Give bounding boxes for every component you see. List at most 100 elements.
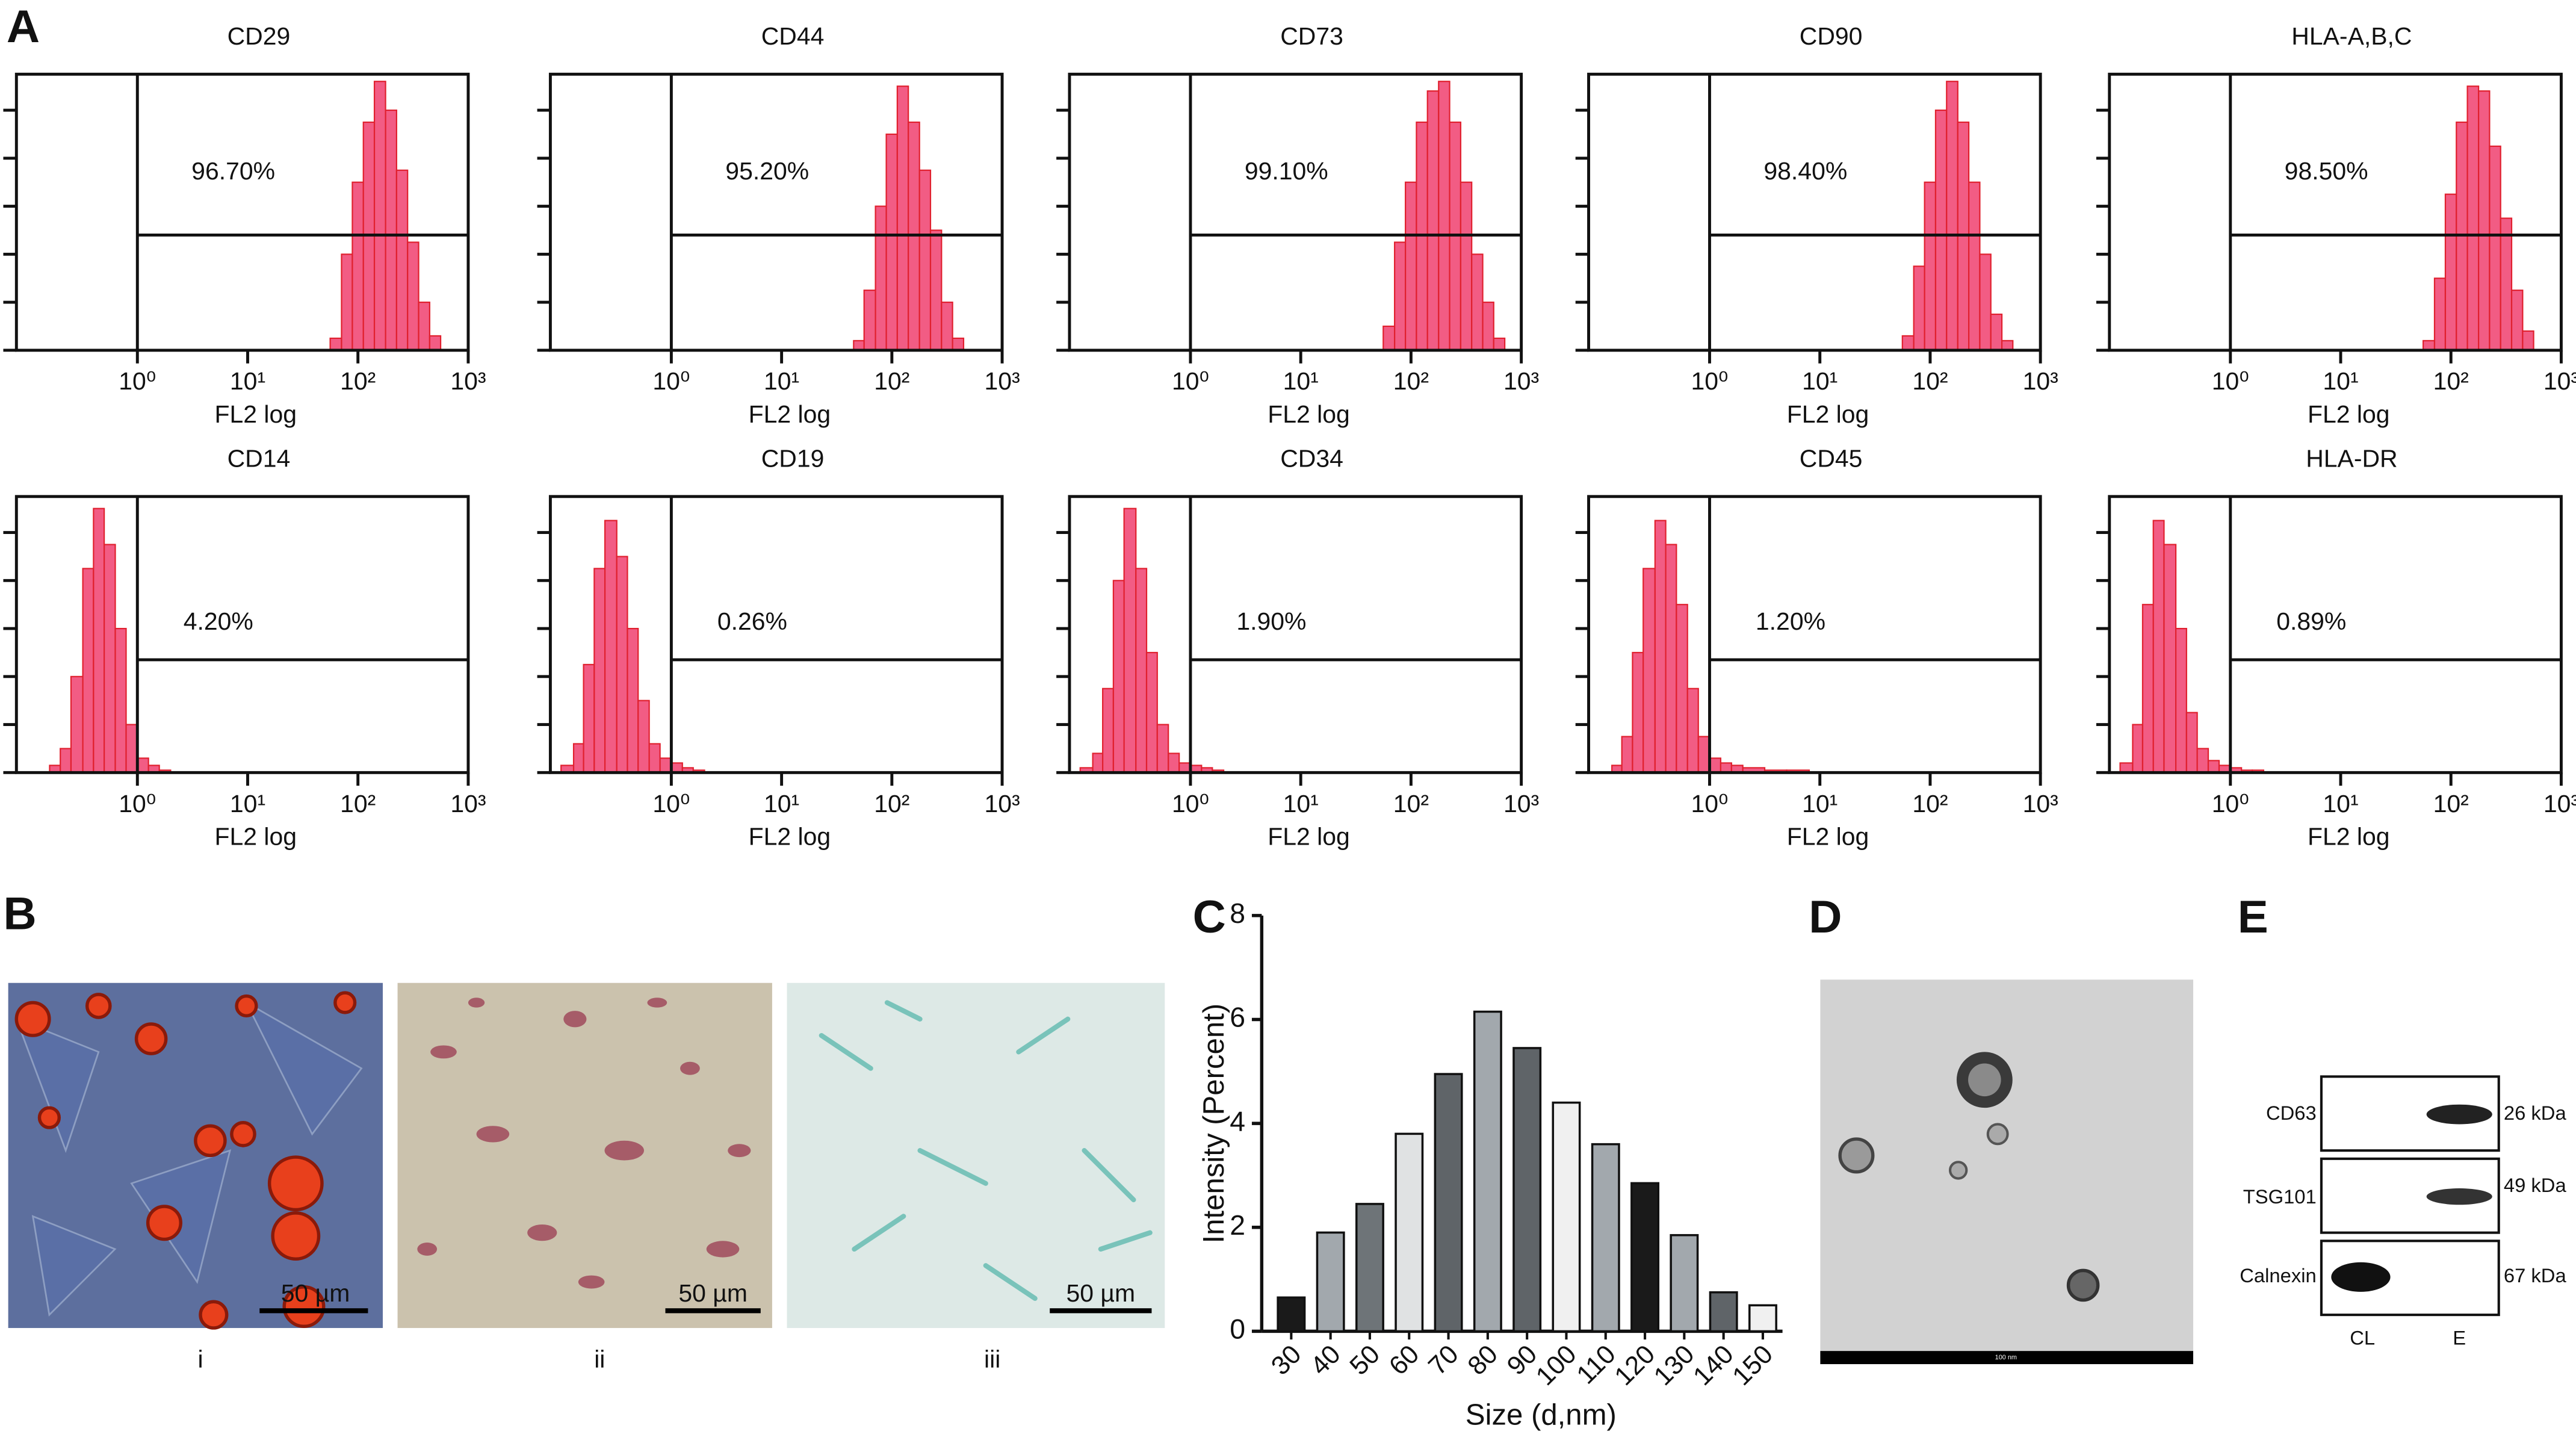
histogram-bar — [604, 520, 618, 774]
histogram-bar — [2500, 217, 2513, 351]
histogram-bar — [929, 229, 943, 351]
histogram-bar — [1901, 335, 1915, 351]
x-tick-label: 10³ — [984, 367, 1020, 395]
lane-label: E — [2453, 1327, 2466, 1349]
scale-bar-label: 50 µm — [1067, 1279, 1136, 1307]
x-tick-label: 10¹ — [764, 367, 799, 395]
x-tick-label: 10¹ — [764, 790, 799, 818]
x-tick-label: 10⁰ — [119, 790, 156, 818]
histogram-bar — [2163, 544, 2177, 774]
panel-label: A — [7, 1, 40, 52]
gate-percent: 95.20% — [725, 157, 809, 185]
histogram-bar — [329, 337, 342, 351]
gate-percent: 99.10% — [1245, 157, 1328, 185]
histogram-bar — [1482, 301, 1494, 351]
histogram-bar — [1092, 753, 1104, 774]
chart-title: CD73 — [1280, 22, 1343, 50]
histogram-bar — [1382, 325, 1396, 351]
histogram-bar — [1493, 337, 1506, 351]
plot-frame — [1587, 495, 2042, 774]
panel-label: D — [1809, 892, 1842, 943]
histogram-bar — [395, 169, 409, 351]
histogram-bar — [637, 700, 650, 774]
plot-frame — [1068, 72, 1523, 352]
y-tick-label: 0 — [1230, 1314, 1245, 1345]
chart-title: CD44 — [761, 22, 825, 50]
x-tick-label: 10⁰ — [1691, 790, 1729, 818]
x-tick-label: 10¹ — [2323, 790, 2358, 818]
histogram-bar — [1460, 181, 1473, 351]
histogram-bar — [2175, 628, 2187, 774]
histogram-bar — [60, 748, 72, 774]
histogram-bar — [114, 628, 127, 774]
histogram-bar — [82, 568, 94, 774]
x-tick-label: 60 — [1383, 1339, 1425, 1381]
x-tick-label: 10² — [2433, 367, 2469, 395]
bar — [1355, 1203, 1384, 1333]
histogram-bar — [885, 133, 898, 351]
gate-percent: 1.20% — [1756, 607, 1825, 635]
chart-title: CD14 — [228, 445, 291, 473]
gate-percent: 4.20% — [184, 607, 253, 635]
histogram-bar — [1112, 580, 1125, 774]
histogram-bar — [93, 507, 105, 774]
x-tick-label: 10² — [1393, 790, 1429, 818]
histogram-bar — [2141, 604, 2154, 774]
bar — [1512, 1047, 1542, 1333]
histogram-bar — [875, 205, 887, 351]
histogram-bar — [1123, 507, 1137, 774]
x-tick-label: 10¹ — [1802, 790, 1838, 818]
chart-title: CD29 — [228, 22, 291, 50]
x-tick-label: 10⁰ — [652, 790, 690, 818]
plot-frame — [14, 495, 470, 774]
x-tick-label: 10² — [1393, 367, 1429, 395]
histogram-bar — [2185, 712, 2198, 774]
x-tick-label: 150 — [1727, 1339, 1779, 1391]
histogram-bar — [407, 241, 420, 351]
histogram-bar — [2466, 85, 2480, 351]
x-tick-label: 10¹ — [1283, 367, 1319, 395]
x-tick-label: 30 — [1266, 1339, 1307, 1381]
blot-label: Calnexin — [2240, 1264, 2316, 1286]
x-tick-label: 10² — [340, 367, 376, 395]
histogram-bar — [896, 85, 909, 351]
caption: ii — [594, 1345, 605, 1373]
bar — [1434, 1073, 1463, 1333]
histogram-bar — [1102, 687, 1114, 774]
x-axis-label: FL2 log — [749, 822, 831, 850]
blot-size: 26 kDa — [2504, 1102, 2567, 1124]
histogram-bar — [1697, 736, 1711, 774]
x-tick-label: 10² — [2433, 790, 2469, 818]
x-axis-label: FL2 log — [215, 822, 297, 850]
x-tick-label: 10³ — [450, 367, 486, 395]
histogram-bar — [941, 301, 953, 351]
plot-frame — [2108, 495, 2563, 774]
chart-title: CD90 — [1800, 22, 1863, 50]
x-tick-label: 10³ — [2543, 790, 2576, 818]
scale-bar-label: 100 nm — [1995, 1354, 2017, 1361]
histogram-bar — [125, 724, 138, 774]
histogram-bar — [2433, 278, 2447, 351]
histogram-bar — [1676, 604, 1688, 774]
histogram-bar — [418, 301, 430, 351]
histogram-bar — [593, 568, 606, 774]
histogram-bar — [583, 663, 595, 774]
x-tick-label: 80 — [1462, 1339, 1503, 1381]
x-tick-label: 10³ — [450, 790, 486, 818]
panel-label: C — [1193, 892, 1226, 943]
x-tick-label: 10⁰ — [1172, 367, 1209, 395]
histogram-bar — [648, 743, 661, 774]
x-tick-label: 10⁰ — [2212, 367, 2249, 395]
y-tick-label: 2 — [1230, 1209, 1245, 1241]
x-tick-label: 10³ — [1503, 367, 1539, 395]
bar — [1316, 1231, 1345, 1333]
x-axis-label: FL2 log — [1268, 822, 1350, 850]
histogram-bar — [2510, 290, 2524, 351]
plot-frame — [1587, 72, 2042, 352]
x-tick-label: 10² — [1912, 367, 1948, 395]
plot-frame — [1068, 495, 1523, 774]
histogram-bar — [341, 253, 353, 351]
gate-percent: 96.70% — [191, 157, 275, 185]
histogram-bar — [2196, 748, 2209, 774]
